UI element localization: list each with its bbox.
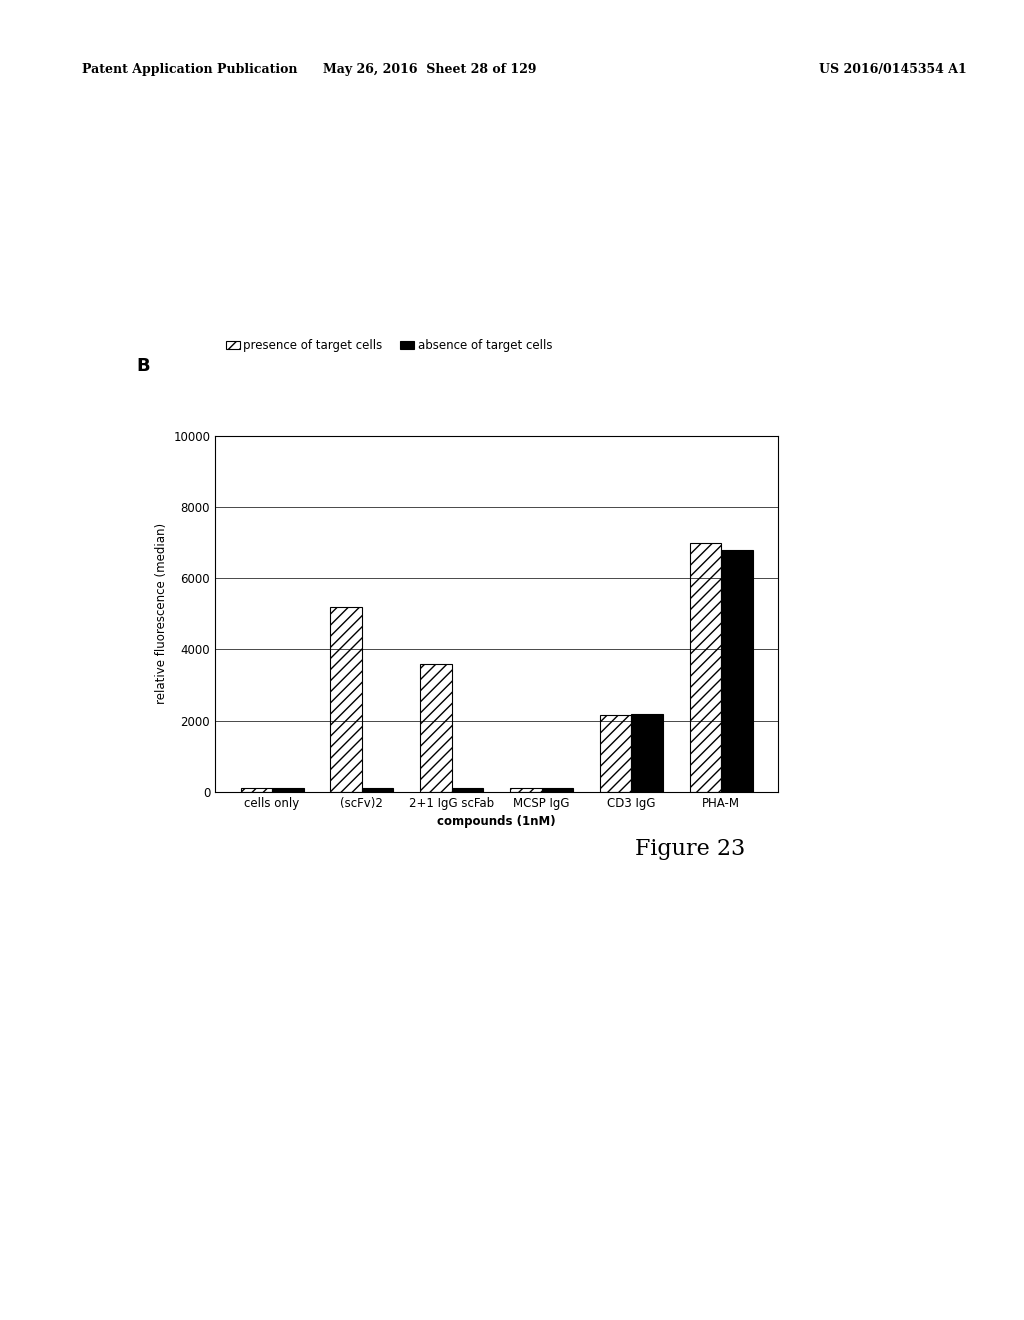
Bar — [241, 788, 272, 792]
Bar — [361, 788, 393, 792]
Text: B: B — [136, 358, 150, 375]
Bar — [510, 788, 542, 792]
Text: Figure 23: Figure 23 — [635, 838, 745, 861]
Bar — [272, 788, 303, 792]
Y-axis label: relative fluorescence (median): relative fluorescence (median) — [155, 523, 168, 705]
Bar — [331, 607, 361, 792]
Bar — [721, 549, 753, 792]
Bar — [600, 715, 632, 792]
Bar — [690, 543, 721, 792]
Bar — [542, 788, 573, 792]
Text: US 2016/0145354 A1: US 2016/0145354 A1 — [819, 63, 967, 77]
Legend: presence of target cells, absence of target cells: presence of target cells, absence of tar… — [221, 334, 557, 356]
Text: Patent Application Publication: Patent Application Publication — [82, 63, 297, 77]
Text: May 26, 2016  Sheet 28 of 129: May 26, 2016 Sheet 28 of 129 — [324, 63, 537, 77]
Bar — [420, 664, 452, 792]
Bar — [632, 714, 663, 792]
X-axis label: compounds (1nM): compounds (1nM) — [437, 816, 556, 829]
Bar — [452, 788, 483, 792]
